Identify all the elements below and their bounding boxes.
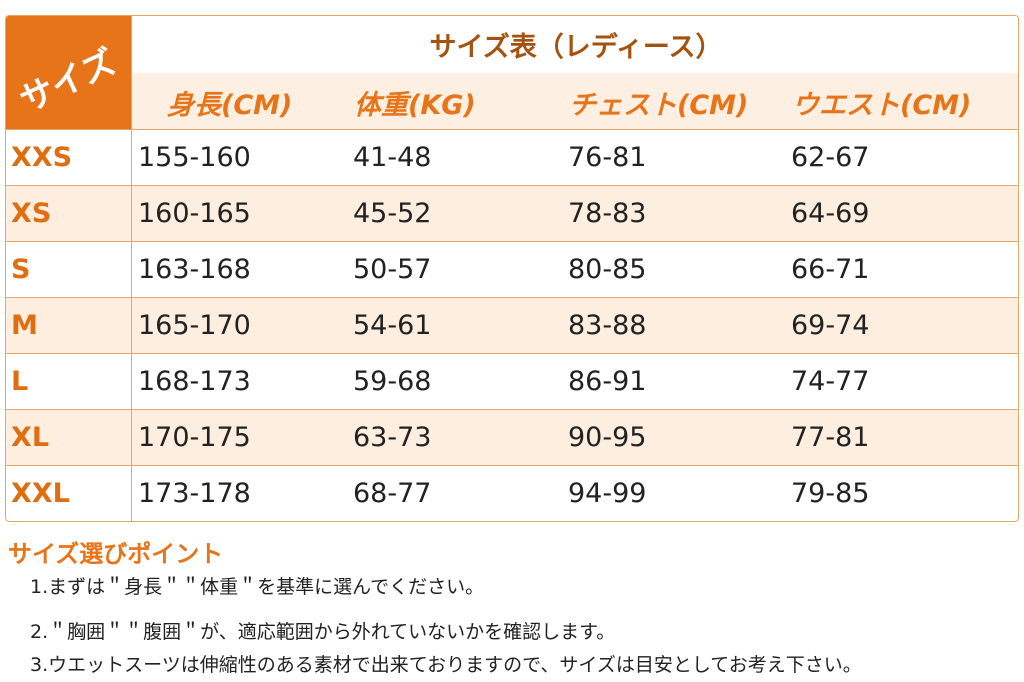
corner-cell: サイズ <box>6 16 131 129</box>
corner-label: サイズ <box>13 42 123 122</box>
table-row: S 163-168 50-57 80-85 66-71 <box>6 241 1018 298</box>
cell-value: 45-52 <box>353 198 432 229</box>
notes-title: サイズ選びポイント <box>8 540 224 568</box>
cell-value: 168-173 <box>138 366 251 397</box>
column-divider <box>131 186 132 242</box>
table-row: M 165-170 54-61 83-88 69-74 <box>6 297 1018 354</box>
table-row: XL 170-175 63-73 90-95 77-81 <box>6 409 1018 466</box>
cell-value: 64-69 <box>791 198 870 229</box>
note-item: 2.＂胸囲＂＂腹囲＂が、適応範囲から外れていないかを確認します。 <box>30 621 616 643</box>
cell-value: 79-85 <box>791 478 870 509</box>
header-row: 身長(CM) 体重(KG) チェスト(CM) ウエスト(CM) <box>131 73 1018 129</box>
cell-value: 160-165 <box>138 198 251 229</box>
column-divider <box>131 466 132 521</box>
size-table: サイズ サイズ表（レディース） 身長(CM) 体重(KG) チェスト(CM) ウエスト… <box>5 15 1019 522</box>
column-divider <box>131 130 132 186</box>
column-header: 体重(KG) <box>354 90 476 121</box>
table-row: XXS 155-160 41-48 76-81 62-67 <box>6 129 1018 186</box>
cell-value: 78-83 <box>568 198 647 229</box>
cell-value: 170-175 <box>138 422 251 453</box>
column-divider <box>131 298 132 354</box>
table-row: L 168-173 59-68 86-91 74-77 <box>6 353 1018 410</box>
cell-value: 77-81 <box>791 422 870 453</box>
cell-value: 68-77 <box>353 478 432 509</box>
size-label: XXL <box>11 478 70 509</box>
cell-value: 83-88 <box>568 310 647 341</box>
cell-value: 173-178 <box>138 478 251 509</box>
note-item: 3.ウエットスーツは伸縮性のある素材で出来ておりますので、サイズは目安としてお考… <box>30 654 862 676</box>
size-label: XL <box>11 422 50 453</box>
cell-value: 155-160 <box>138 142 251 173</box>
cell-value: 80-85 <box>568 254 647 285</box>
cell-value: 69-74 <box>791 310 870 341</box>
cell-value: 66-71 <box>791 254 870 285</box>
cell-value: 54-61 <box>353 310 432 341</box>
column-header: チェスト(CM) <box>569 90 749 121</box>
size-label: XXS <box>11 142 73 173</box>
cell-value: 165-170 <box>138 310 251 341</box>
size-label: S <box>11 254 31 285</box>
cell-value: 63-73 <box>353 422 432 453</box>
column-divider <box>131 410 132 466</box>
column-header: ウエスト(CM) <box>792 90 972 121</box>
table-row: XS 160-165 45-52 78-83 64-69 <box>6 185 1018 242</box>
cell-value: 163-168 <box>138 254 251 285</box>
column-divider <box>131 354 132 410</box>
column-divider <box>131 242 132 298</box>
size-label: M <box>11 310 38 341</box>
note-item: 1.まずは＂身長＂＂体重＂を基準に選んでください。 <box>30 576 485 598</box>
table-title: サイズ表（レディース） <box>131 16 1018 73</box>
cell-value: 90-95 <box>568 422 647 453</box>
cell-value: 62-67 <box>791 142 870 173</box>
size-label: L <box>11 366 29 397</box>
cell-value: 41-48 <box>353 142 432 173</box>
table-row: XXL 173-178 68-77 94-99 79-85 <box>6 465 1018 521</box>
cell-value: 50-57 <box>353 254 432 285</box>
cell-value: 86-91 <box>568 366 647 397</box>
column-header: 身長(CM) <box>167 90 293 121</box>
cell-value: 94-99 <box>568 478 647 509</box>
cell-value: 76-81 <box>568 142 647 173</box>
size-label: XS <box>11 198 52 229</box>
cell-value: 74-77 <box>791 366 870 397</box>
cell-value: 59-68 <box>353 366 432 397</box>
